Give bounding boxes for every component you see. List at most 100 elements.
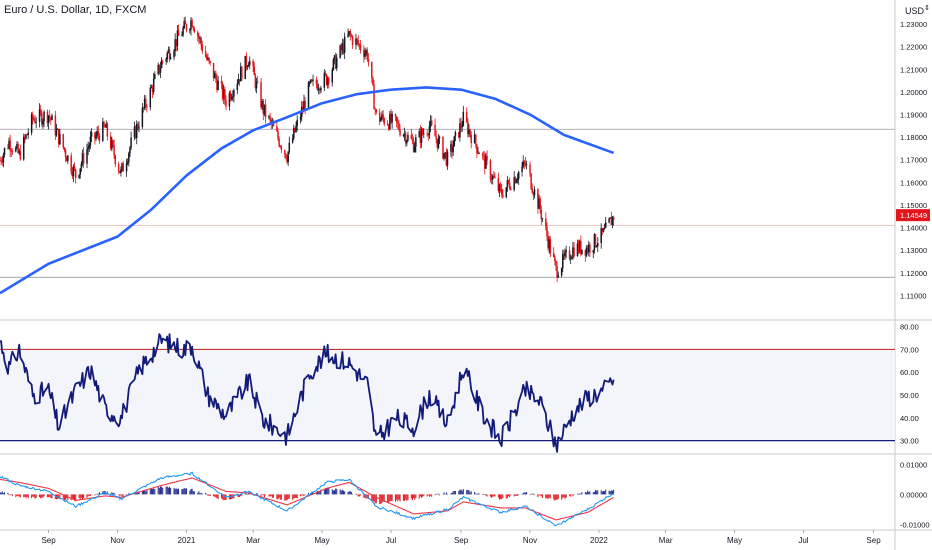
macd-histogram-bar bbox=[343, 490, 345, 495]
candle-body bbox=[524, 163, 527, 165]
candle-body bbox=[293, 127, 295, 139]
candle-body bbox=[404, 133, 407, 144]
chart-title: Euro / U.S. Dollar, 1D, FXCM bbox=[4, 4, 147, 16]
macd-histogram-bar bbox=[35, 494, 37, 499]
macd-histogram-bar bbox=[443, 492, 445, 495]
macd-histogram-bar bbox=[419, 494, 421, 497]
candle-body bbox=[356, 38, 358, 41]
candle-body bbox=[569, 258, 572, 260]
macd-histogram-bar bbox=[24, 494, 26, 497]
macd-histogram-bar bbox=[526, 492, 528, 495]
candle-body bbox=[609, 217, 611, 219]
macd-histogram-bar bbox=[65, 494, 67, 500]
candle-body bbox=[237, 79, 240, 84]
rsi-line bbox=[0, 333, 615, 453]
candle-body bbox=[248, 60, 251, 65]
macd-histogram-bar bbox=[328, 487, 330, 495]
macd-histogram-bar bbox=[565, 494, 567, 498]
macd-histogram-bar bbox=[71, 494, 73, 500]
candle-body bbox=[565, 250, 567, 253]
candle-body bbox=[192, 26, 194, 29]
candle-body bbox=[406, 140, 408, 144]
macd-histogram-bar bbox=[239, 494, 241, 497]
macd-histogram-bar bbox=[485, 494, 487, 496]
macd-histogram-bar bbox=[96, 493, 98, 495]
candle-body bbox=[427, 134, 430, 136]
macd-histogram-bar bbox=[174, 488, 176, 495]
candle-body bbox=[407, 134, 409, 141]
macd-histogram-bar bbox=[197, 492, 199, 495]
macd-histogram-bar bbox=[323, 489, 325, 495]
candle-body bbox=[343, 36, 346, 53]
macd-histogram-bar bbox=[162, 487, 164, 495]
candle-body bbox=[381, 114, 383, 119]
candle-body bbox=[41, 112, 43, 125]
macd-histogram-bar bbox=[0, 492, 2, 495]
macd-histogram-bar bbox=[161, 486, 163, 495]
candle-body bbox=[308, 82, 311, 84]
candle-body bbox=[217, 80, 219, 90]
candle-body bbox=[190, 20, 192, 30]
candle-body bbox=[230, 97, 233, 100]
candle-body bbox=[533, 189, 536, 196]
candle-body bbox=[333, 55, 336, 60]
macd-histogram-bar bbox=[428, 494, 430, 497]
settings-icon[interactable]: ⇕ bbox=[924, 5, 930, 12]
macd-histogram-bar bbox=[529, 494, 531, 495]
macd-histogram-bar bbox=[484, 494, 486, 496]
candle-body bbox=[206, 57, 208, 60]
macd-histogram-bar bbox=[94, 494, 96, 496]
candle-body bbox=[323, 72, 326, 88]
macd-histogram-bar bbox=[113, 492, 115, 495]
macd-histogram-bar bbox=[91, 494, 93, 495]
macd-histogram-bar bbox=[244, 492, 246, 495]
macd-histogram-bar bbox=[201, 493, 203, 495]
macd-histogram-bar bbox=[597, 490, 599, 495]
candle-body bbox=[126, 161, 129, 164]
macd-histogram-bar bbox=[460, 489, 462, 495]
candle-body bbox=[445, 152, 448, 166]
macd-histogram-bar bbox=[41, 494, 43, 498]
macd-histogram-bar bbox=[312, 492, 314, 495]
candle-body bbox=[288, 142, 291, 152]
macd-histogram-bar bbox=[399, 494, 401, 502]
macd-histogram-bar bbox=[15, 494, 17, 498]
candle-body bbox=[302, 106, 304, 110]
macd-histogram-bar bbox=[143, 490, 145, 495]
macd-histogram-bar bbox=[592, 492, 594, 495]
candle-body bbox=[247, 64, 250, 67]
macd-histogram-bar bbox=[492, 494, 494, 497]
candle-body bbox=[452, 146, 454, 153]
macd-histogram-bar bbox=[451, 492, 453, 495]
macd-histogram-bar bbox=[319, 490, 321, 495]
macd-histogram-bar bbox=[83, 494, 85, 499]
macd-histogram-bar bbox=[277, 494, 279, 500]
macd-histogram-bar bbox=[452, 491, 454, 495]
candle-body bbox=[173, 50, 175, 58]
candle-body bbox=[220, 80, 223, 84]
macd-histogram-bar bbox=[257, 493, 259, 495]
candle-body bbox=[470, 134, 472, 144]
candle-body bbox=[3, 148, 6, 155]
candle-body bbox=[167, 49, 170, 53]
candle-body bbox=[22, 136, 25, 160]
macd-histogram-bar bbox=[341, 489, 343, 495]
candle-body bbox=[326, 77, 329, 85]
candle-body bbox=[184, 20, 187, 25]
macd-histogram-bar bbox=[320, 489, 322, 495]
macd-histogram-bar bbox=[418, 494, 420, 499]
macd-histogram-bar bbox=[439, 494, 441, 496]
candle-body bbox=[611, 216, 614, 225]
candle-body bbox=[454, 131, 457, 137]
macd-histogram-bar bbox=[450, 493, 452, 495]
candle-body bbox=[157, 64, 159, 74]
candle-body bbox=[421, 129, 424, 135]
macd-histogram-bar bbox=[469, 492, 471, 495]
macd-histogram-bar bbox=[426, 494, 428, 497]
candle-body bbox=[398, 123, 400, 130]
candle-body bbox=[320, 87, 322, 91]
macd-histogram-bar bbox=[136, 492, 138, 495]
price-tick-label: 1.19000 bbox=[900, 111, 927, 120]
candle-body bbox=[303, 100, 305, 110]
macd-histogram-bar bbox=[296, 494, 298, 499]
